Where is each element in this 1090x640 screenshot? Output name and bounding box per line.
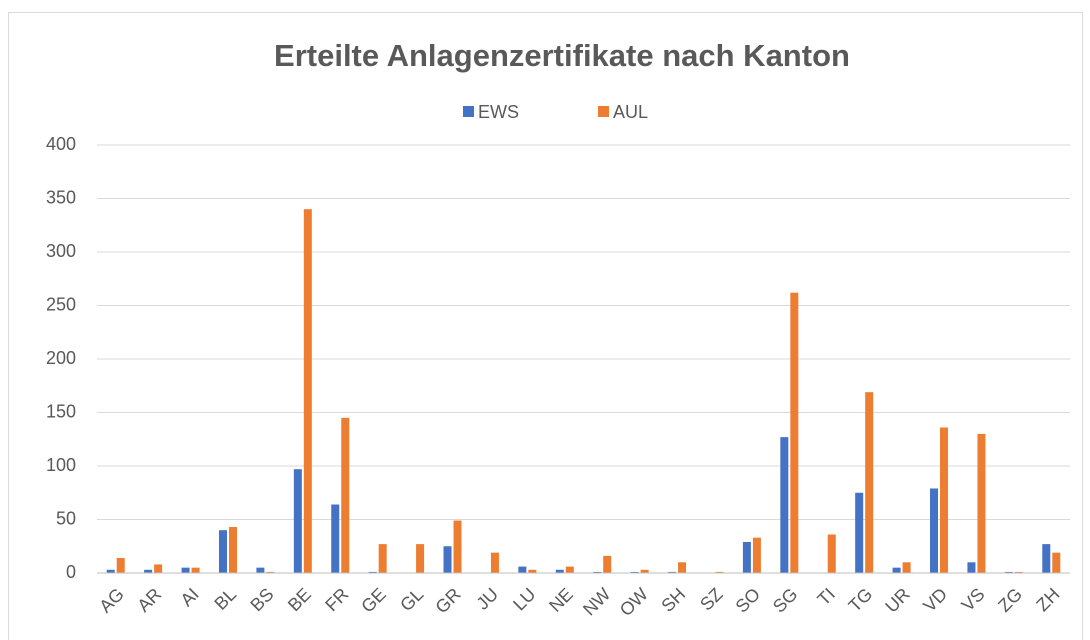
y-tick-label: 100 <box>46 455 76 475</box>
y-tick-label: 50 <box>56 508 76 528</box>
bar <box>715 571 724 573</box>
bar <box>144 569 153 573</box>
bar <box>1042 544 1051 573</box>
bar <box>518 566 527 573</box>
bar <box>341 417 350 573</box>
legend-swatch <box>463 106 474 117</box>
bar <box>780 437 789 573</box>
bar <box>293 469 302 573</box>
bar <box>443 546 452 573</box>
bar <box>1004 571 1013 573</box>
bar <box>1014 571 1023 573</box>
bar <box>827 534 836 573</box>
bar <box>303 209 312 573</box>
bar <box>378 544 387 573</box>
bar <box>678 562 687 573</box>
bar <box>603 555 612 573</box>
bar <box>555 569 564 573</box>
bar <box>490 552 499 573</box>
bar <box>668 571 677 573</box>
y-tick-label: 400 <box>46 134 76 154</box>
bar <box>902 562 911 573</box>
bar <box>977 433 986 573</box>
bar <box>630 571 639 573</box>
bar <box>892 567 901 573</box>
bar <box>218 530 227 573</box>
bar <box>331 504 340 573</box>
y-tick-label: 250 <box>46 294 76 314</box>
bar <box>967 562 976 573</box>
bar <box>256 567 265 573</box>
bar <box>528 569 537 573</box>
y-tick-label: 150 <box>46 401 76 421</box>
bar <box>640 569 649 573</box>
y-tick-label: 0 <box>66 562 76 582</box>
bar <box>865 392 874 573</box>
bar <box>940 427 949 573</box>
bar <box>593 571 602 573</box>
legend-swatch <box>598 106 609 117</box>
bar <box>191 567 200 573</box>
bar <box>742 541 751 573</box>
bar <box>228 526 237 573</box>
bar <box>1052 552 1061 573</box>
bar <box>416 544 425 573</box>
bar <box>453 520 462 573</box>
legend-label: AUL <box>613 102 648 122</box>
bar <box>266 571 275 573</box>
chart-frame <box>8 12 1083 640</box>
bar <box>154 564 163 573</box>
bar <box>116 558 125 573</box>
bar <box>930 488 939 573</box>
bar <box>752 537 761 573</box>
bar <box>565 566 574 573</box>
y-tick-label: 300 <box>46 241 76 261</box>
bar <box>181 567 190 573</box>
y-tick-label: 200 <box>46 348 76 368</box>
y-tick-label: 350 <box>46 187 76 207</box>
legend-label: EWS <box>478 102 519 122</box>
bar <box>106 569 115 573</box>
bar <box>790 292 799 573</box>
chart-title: Erteilte Anlagenzertifikate nach Kanton <box>274 38 850 73</box>
bar <box>368 571 377 573</box>
bar <box>855 492 864 573</box>
